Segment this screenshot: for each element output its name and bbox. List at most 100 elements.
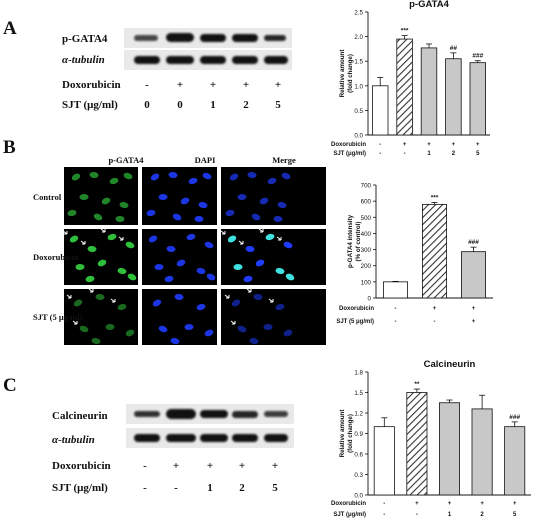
cell-nucleus (188, 177, 198, 185)
chart-calcineurin: Calcineurin 0.0 0.3 0.6 0.9 1.2 1.5 1.8 Relative… (331, 360, 531, 518)
cell-nucleus (281, 172, 291, 180)
blot-c-row-label-calcineurin: Calcineurin (52, 410, 108, 422)
cell-nucleus (170, 337, 180, 345)
panel-label-c: C (3, 375, 17, 396)
significance-label: ### (509, 414, 520, 421)
cell-nucleus (277, 201, 287, 209)
bar (504, 426, 526, 496)
treatment-value: + (433, 306, 437, 312)
cell-nucleus (275, 303, 285, 311)
blot-a-pgata4-strip (124, 28, 292, 48)
significance-label: *** (431, 194, 439, 201)
treatment-label: Doxorubicin (331, 501, 366, 507)
treatment-value: - (395, 306, 397, 312)
cell-nucleus (166, 245, 176, 253)
y-tick-label: 0.3 (354, 472, 363, 479)
y-tick-label: 300 (361, 247, 372, 254)
blot-a-sjt-value: 2 (243, 99, 249, 111)
cell-nucleus (117, 303, 127, 311)
treatment-value: - (379, 151, 381, 157)
cell-nucleus (79, 325, 89, 333)
treatment-value: + (476, 142, 480, 148)
bar (420, 47, 438, 136)
y-tick-label: 100 (361, 279, 372, 286)
immunofluorescence-grid: p-GATA4 DAPI Merge (30, 155, 326, 345)
y-tick-label: 0.9 (354, 431, 363, 438)
cell-nucleus (127, 273, 137, 281)
y-tick-label: 400 (361, 231, 372, 238)
cell-nucleus (174, 293, 184, 301)
cell-nucleus (237, 193, 247, 201)
immunofluorescence-cells (64, 171, 295, 345)
bar (422, 203, 447, 299)
significance-label: ### (472, 53, 483, 60)
treatment-value: 1 (448, 512, 452, 518)
cell-nucleus (117, 267, 127, 275)
cell-nucleus (158, 325, 168, 333)
treatment-value: - (379, 142, 381, 148)
cell-nucleus (237, 325, 247, 333)
cell-nucleus (125, 241, 135, 249)
arrow-marker (100, 228, 106, 233)
y-tick-label: 2.5 (354, 10, 363, 17)
cell-nucleus (259, 197, 269, 205)
if-row-label-control: Control (33, 192, 62, 202)
y-tick-label: 0 (368, 296, 372, 303)
cell-nucleus (184, 323, 194, 331)
y-tick-label: 0.5 (354, 108, 363, 115)
y-tick-label: 500 (361, 215, 372, 222)
blot-c-sjt-value: - (143, 482, 147, 494)
blot-a-sjt-value: 1 (210, 99, 216, 111)
blot-c-dox-value: + (238, 460, 246, 472)
panel-label-a: A (3, 18, 17, 39)
cell-nucleus (243, 275, 253, 283)
treatment-label: SJT (5 μg/ml) (336, 319, 374, 325)
blot-c-dox-value: + (172, 460, 180, 472)
y-tick-label: 1.5 (354, 390, 363, 397)
cell-nucleus (93, 213, 103, 221)
cell-nucleus (249, 337, 259, 345)
cell-nucleus (168, 171, 178, 179)
cell-nucleus (275, 267, 285, 275)
bar (438, 402, 461, 496)
cell-nucleus (196, 267, 206, 275)
cell-nucleus (202, 172, 212, 180)
cell-nucleus (87, 245, 97, 253)
cell-nucleus (101, 197, 111, 205)
blot-c-sjt-value: 5 (272, 482, 278, 494)
cell-nucleus (245, 245, 255, 253)
arrow-marker (72, 320, 78, 325)
treatment-value: + (403, 142, 407, 148)
treatment-value: + (472, 306, 476, 312)
bar (373, 426, 395, 496)
treatment-value: 5 (513, 512, 517, 518)
if-row-label-doxorubicin: Doxorubicin (33, 252, 79, 262)
y-tick-label: 1.8 (354, 370, 363, 377)
chart-pgata4: p-GATA4 0.0 0.5 1.0 1.5 2.0 2.5 Relative amount… (331, 0, 490, 157)
cell-nucleus (119, 201, 129, 209)
blot-a-sjt-value: 5 (275, 99, 281, 111)
cell-nucleus (125, 329, 135, 337)
blot-a-dox-value: + (176, 79, 184, 91)
cell-nucleus (263, 323, 273, 331)
treatment-value: - (395, 319, 397, 325)
arrow-marker (80, 240, 86, 245)
cell-nucleus (146, 209, 156, 217)
significance-label: *** (401, 28, 409, 35)
cell-nucleus (253, 293, 263, 301)
if-column-label: p-GATA4 (108, 155, 144, 165)
arrow-marker (220, 230, 226, 235)
bar (445, 58, 462, 136)
cell-nucleus (233, 263, 243, 271)
cell-nucleus (251, 213, 261, 221)
cell-nucleus (85, 275, 95, 283)
cell-nucleus (225, 209, 235, 217)
y-tick-label: 2.0 (354, 34, 363, 41)
arrow-marker (238, 240, 244, 245)
treatment-label: SJT (μg/ml) (333, 512, 366, 518)
cell-nucleus (196, 303, 206, 311)
cell-nucleus (97, 259, 107, 267)
blot-c-row-label-tubulin: α-tubulin (52, 434, 95, 446)
cell-nucleus (186, 233, 196, 241)
blot-c-sjt-value: - (174, 482, 178, 494)
